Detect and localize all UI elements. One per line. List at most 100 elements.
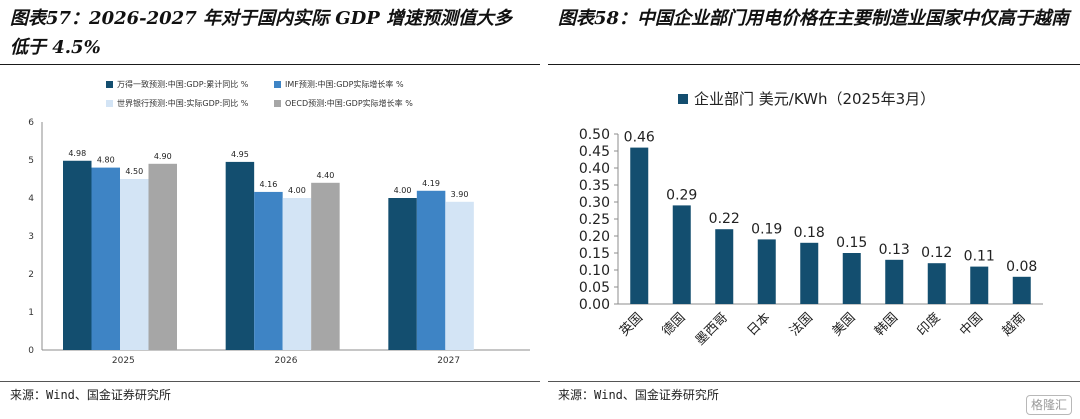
right-data-label: 0.11 xyxy=(964,249,995,265)
right-bar xyxy=(757,239,776,304)
right-legend: 企业部门 美元/KWh（2025年3月） xyxy=(678,88,935,109)
left-bar xyxy=(445,201,474,350)
watermark-text: 格隆汇 xyxy=(1030,398,1067,412)
left-data-label: 4.98 xyxy=(68,149,86,158)
left-bar-chart: 0 1 2 3 4 5 6 2025 4.98 4.80 4.50 4.90 2026 4.95 4.16 4… xyxy=(28,118,530,366)
right-data-label: 0.18 xyxy=(794,225,825,241)
right-data-label: 0.29 xyxy=(666,187,697,203)
left-x-tick-label: 2025 xyxy=(112,356,135,366)
left-bar xyxy=(225,161,255,350)
left-data-label: 4.90 xyxy=(154,152,172,161)
left-bar xyxy=(120,179,149,350)
watermark-logo: 格隆汇 xyxy=(1025,395,1072,415)
left-bar xyxy=(91,167,120,350)
right-x-tick-label: 德国 xyxy=(660,310,689,339)
right-bar xyxy=(970,266,989,304)
right-y-tick-label: 0.45 xyxy=(579,144,610,160)
right-data-label: 0.13 xyxy=(879,242,910,258)
left-legend: 万得一致预测:中国:GDP:累计同比 % IMF预测:中国:GDP实际增长率 %… xyxy=(106,79,526,109)
right-y-tick-label: 0.25 xyxy=(579,212,610,228)
legend-swatch-worldbank xyxy=(106,100,113,107)
left-title-rule xyxy=(0,64,540,65)
right-bar xyxy=(1012,276,1031,304)
right-x-tick-label: 美国 xyxy=(830,310,859,339)
right-y-tick-label: 0.20 xyxy=(579,229,610,245)
right-source-rule xyxy=(548,381,1080,382)
legend-swatch-wind xyxy=(106,81,113,88)
right-x-tick-label: 英国 xyxy=(617,310,646,339)
legend-swatch-electricity xyxy=(678,93,688,104)
right-y-tick-label: 0.40 xyxy=(579,161,610,177)
right-x-tick-label: 越南 xyxy=(999,310,1029,340)
left-y-tick-label: 4 xyxy=(28,194,34,204)
left-y-tick-label: 3 xyxy=(28,232,34,242)
legend-item-wind: 万得一致预测:中国:GDP:累计同比 % xyxy=(106,79,248,90)
left-source-note: 来源：Wind、国金证券研究所 xyxy=(10,388,171,402)
right-y-tick-label: 0.15 xyxy=(579,246,610,262)
left-y-tick-label: 5 xyxy=(28,156,34,166)
left-bar xyxy=(416,190,446,350)
right-figure-panel: 图表58：中国企业部门用电价格在主要制造业国家中仅高于越南 企业部门 美元/KW… xyxy=(548,0,1080,419)
right-bar-chart: 0.000.050.100.150.200.250.300.350.400.45… xyxy=(579,127,1043,348)
left-bar xyxy=(282,198,312,350)
right-data-label: 0.46 xyxy=(624,130,655,146)
left-source-rule xyxy=(0,381,540,382)
right-bar xyxy=(800,242,819,304)
right-x-tick-label: 中国 xyxy=(957,310,986,339)
left-figure-panel: 图表57：2026-2027 年对于国内实际 GDP 增速预测值大多低于 4.5… xyxy=(0,8,540,402)
left-bar xyxy=(148,163,177,350)
right-x-tick-label: 印度 xyxy=(914,310,944,340)
right-bar xyxy=(630,147,649,304)
right-source-note: 来源：Wind、国金证券研究所 xyxy=(558,388,719,402)
legend-item-oecd: OECD预测:中国:GDP实际增长率 % xyxy=(274,98,413,109)
left-y-tick-label: 6 xyxy=(28,118,34,128)
right-data-label: 0.22 xyxy=(709,211,740,227)
left-data-label: 4.16 xyxy=(260,180,278,189)
left-bar xyxy=(63,160,92,350)
legend-swatch-oecd xyxy=(274,100,281,107)
right-x-tick-label: 韩国 xyxy=(872,310,901,339)
left-y-tick-label: 1 xyxy=(28,308,34,318)
left-data-label: 4.40 xyxy=(317,171,335,180)
legend-label-imf: IMF预测:中国:GDP实际增长率 % xyxy=(285,80,404,89)
right-title-rule xyxy=(548,64,1080,65)
legend-label-wind: 万得一致预测:中国:GDP:累计同比 % xyxy=(117,80,249,89)
left-data-label: 4.50 xyxy=(125,167,143,176)
right-data-label: 0.08 xyxy=(1006,259,1037,275)
left-data-label: 3.90 xyxy=(451,190,469,199)
right-y-tick-label: 0.10 xyxy=(579,263,610,279)
right-bar xyxy=(672,205,691,304)
right-bar xyxy=(927,263,946,304)
left-x-tick-label: 2026 xyxy=(275,356,298,366)
right-y-tick-label: 0.35 xyxy=(579,178,610,194)
left-bar xyxy=(254,191,283,350)
left-data-label: 4.00 xyxy=(394,186,412,195)
legend-label-electricity: 企业部门 美元/KWh（2025年3月） xyxy=(694,90,936,108)
right-x-tick-label: 墨西哥 xyxy=(693,310,731,348)
legend-item-imf: IMF预测:中国:GDP实际增长率 % xyxy=(274,79,404,90)
legend-item-worldbank: 世界银行预测:中国:实际GDP:同比 % xyxy=(106,98,248,109)
right-x-tick-label: 法国 xyxy=(787,310,816,339)
left-data-label: 4.19 xyxy=(422,179,440,188)
right-bar xyxy=(715,229,734,304)
right-y-tick-label: 0.00 xyxy=(579,297,610,313)
legend-label-oecd: OECD预测:中国:GDP实际增长率 % xyxy=(285,99,413,108)
left-figure-title: 图表57：2026-2027 年对于国内实际 GDP 增速预测值大多低于 4.5… xyxy=(10,8,513,58)
right-bar xyxy=(885,259,904,304)
legend-label-worldbank: 世界银行预测:中国:实际GDP:同比 % xyxy=(117,99,249,108)
left-data-label: 4.00 xyxy=(288,186,306,195)
right-data-label: 0.19 xyxy=(751,221,782,237)
right-data-label: 0.15 xyxy=(836,235,867,251)
right-y-tick-label: 0.50 xyxy=(579,127,610,143)
left-y-tick-label: 2 xyxy=(28,270,34,280)
left-data-label: 4.80 xyxy=(97,156,115,165)
left-data-label: 4.95 xyxy=(231,150,249,159)
right-y-tick-label: 0.30 xyxy=(579,195,610,211)
right-bar xyxy=(842,253,861,304)
legend-swatch-imf xyxy=(274,81,281,88)
left-x-tick-label: 2027 xyxy=(437,356,460,366)
left-bar xyxy=(311,182,340,350)
right-y-tick-label: 0.05 xyxy=(579,280,610,296)
left-y-tick-label: 0 xyxy=(28,346,34,356)
right-data-label: 0.12 xyxy=(921,245,952,261)
